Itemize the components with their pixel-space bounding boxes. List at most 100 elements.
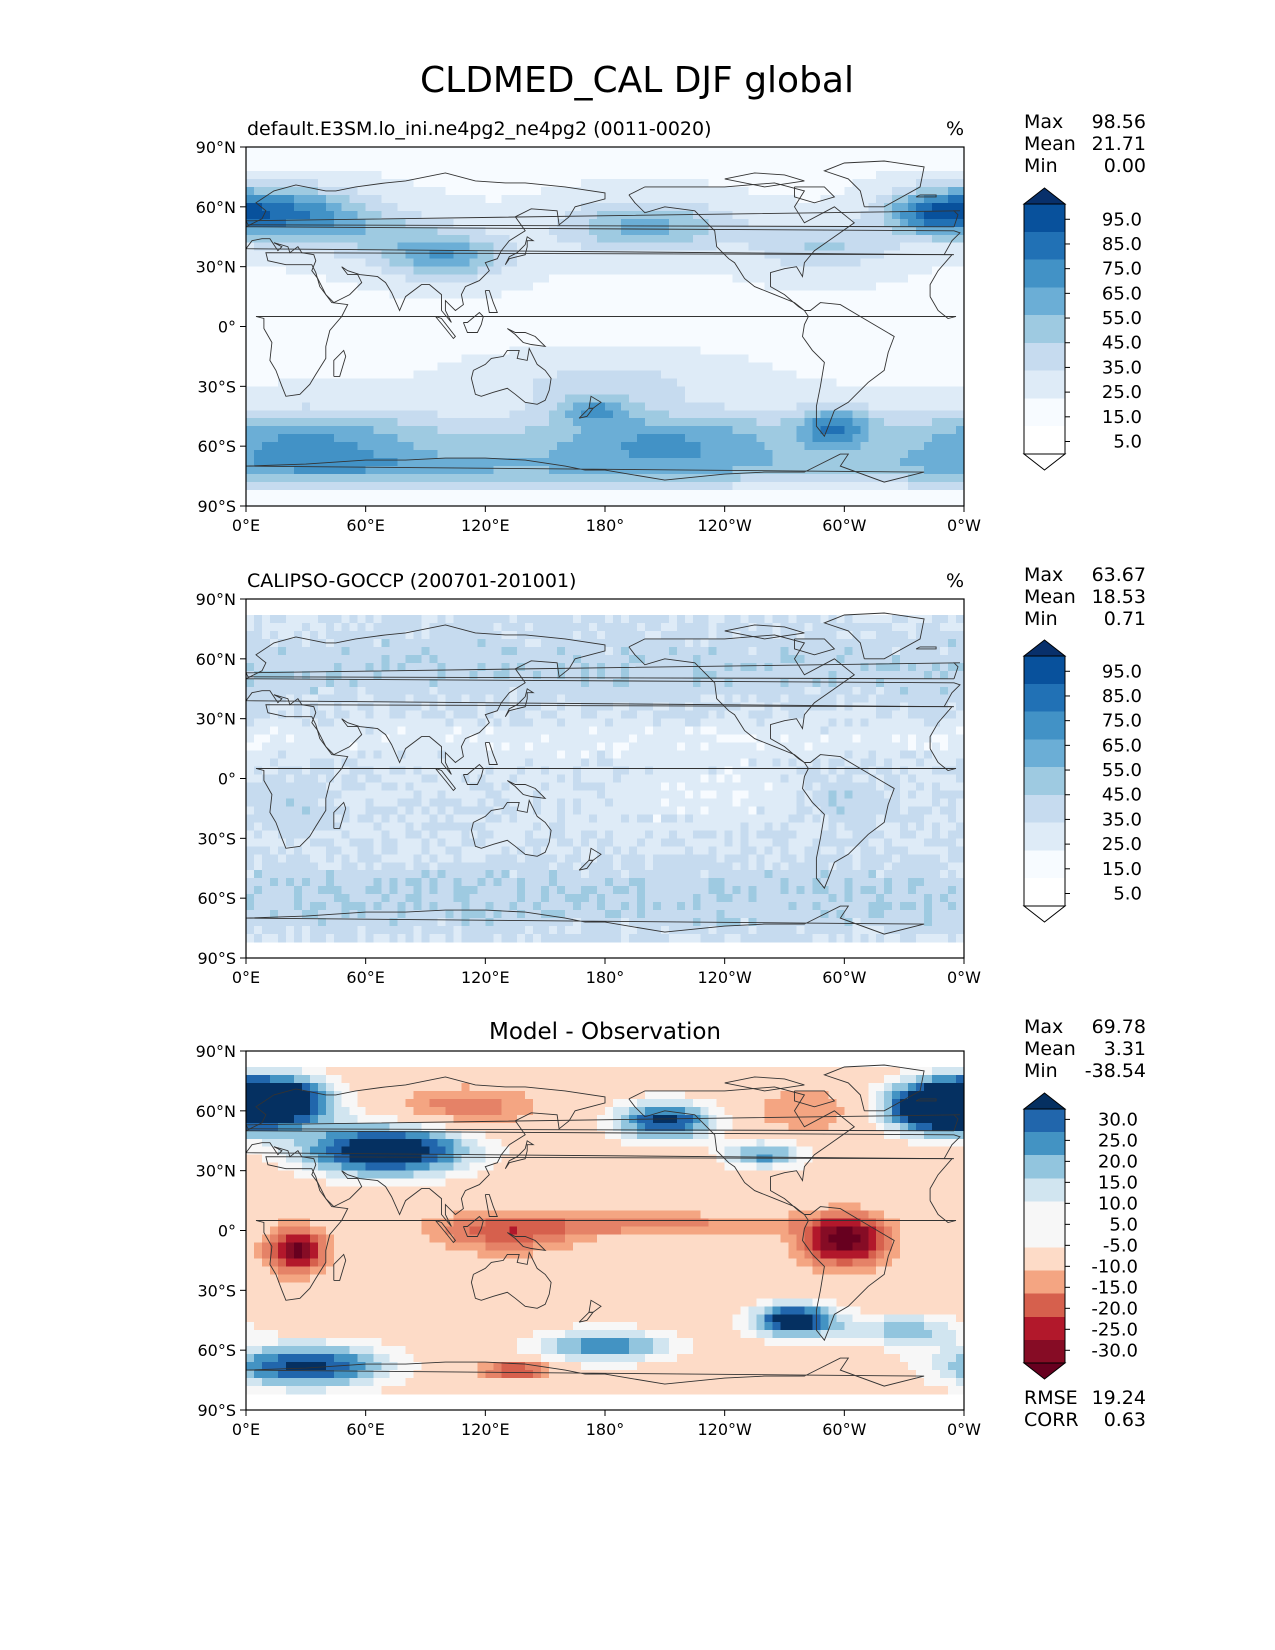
field-cell xyxy=(700,678,710,688)
field-cell xyxy=(341,242,351,252)
field-cell xyxy=(253,282,263,292)
field-cell xyxy=(636,170,646,180)
field-cell xyxy=(668,258,678,268)
field-cell xyxy=(581,490,590,499)
field-cell xyxy=(429,362,439,371)
field-cell xyxy=(884,622,893,632)
field-cell xyxy=(956,314,965,324)
field-cell xyxy=(916,498,925,507)
field-cell xyxy=(764,678,774,688)
field-cell xyxy=(461,686,470,696)
field-cell xyxy=(557,362,566,371)
field-cell xyxy=(325,630,335,640)
field-cell xyxy=(716,450,726,459)
field-cell xyxy=(892,386,901,395)
field-cell xyxy=(844,266,853,276)
field-cell xyxy=(724,250,734,260)
field-cell xyxy=(828,298,837,308)
field-cell xyxy=(836,354,845,363)
field-cell xyxy=(876,418,885,427)
field-cell xyxy=(900,466,909,475)
field-cell xyxy=(684,474,694,483)
field-cell xyxy=(740,434,750,443)
field-cell xyxy=(732,338,742,348)
field-cell xyxy=(381,370,391,379)
field-cell xyxy=(780,147,790,156)
field-cell xyxy=(620,646,630,656)
field-cell xyxy=(309,202,319,212)
field-cell xyxy=(644,474,654,483)
field-cell xyxy=(357,194,367,204)
field-cell xyxy=(533,466,542,475)
field-cell xyxy=(828,194,837,204)
field-cell xyxy=(804,394,814,403)
field-cell xyxy=(437,426,447,435)
field-cell xyxy=(724,638,734,648)
field-cell xyxy=(437,162,447,172)
field-cell xyxy=(461,210,470,220)
field-cell xyxy=(509,147,518,156)
field-cell xyxy=(261,242,271,252)
field-cell xyxy=(565,298,574,308)
field-cell xyxy=(565,162,574,172)
field-cell xyxy=(349,490,359,499)
field-cell xyxy=(389,654,399,664)
field-cell xyxy=(620,147,630,156)
field-cell xyxy=(820,630,829,640)
field-cell xyxy=(844,178,853,188)
field-cell xyxy=(788,210,798,220)
field-cell xyxy=(525,646,534,656)
field-cell xyxy=(541,202,550,212)
field-cell xyxy=(940,622,949,632)
field-cell xyxy=(469,210,478,220)
field-cell xyxy=(748,442,758,451)
field-cell xyxy=(461,266,470,276)
field-cell xyxy=(349,178,359,188)
field-cell xyxy=(644,678,654,688)
field-cell xyxy=(485,630,494,640)
field-cell xyxy=(557,662,566,672)
field-cell xyxy=(533,194,542,204)
field-cell xyxy=(269,306,279,316)
field-cell xyxy=(501,474,510,483)
field-cell xyxy=(668,194,678,204)
field-cell xyxy=(788,466,798,475)
field-cell xyxy=(309,614,319,624)
field-cell xyxy=(692,178,702,188)
field-cell xyxy=(700,282,710,292)
field-cell xyxy=(924,218,933,228)
field-cell xyxy=(708,426,718,435)
field-cell xyxy=(828,147,837,156)
field-cell xyxy=(437,386,447,395)
field-cell xyxy=(772,306,782,316)
field-cell xyxy=(357,266,367,276)
y-tick-label: 90°S xyxy=(197,497,236,516)
field-cell xyxy=(381,314,391,324)
field-cell xyxy=(501,147,510,156)
field-cell xyxy=(246,154,255,164)
field-cell xyxy=(477,250,486,260)
field-cell xyxy=(477,678,486,688)
field-cell xyxy=(892,186,901,196)
field-cell xyxy=(940,630,949,640)
field-cell xyxy=(325,298,335,308)
field-cell xyxy=(748,170,758,180)
field-cell xyxy=(525,226,534,236)
field-cell xyxy=(341,266,351,276)
field-cell xyxy=(900,178,909,188)
field-cell xyxy=(764,418,774,427)
field-cell xyxy=(549,450,558,459)
field-cell xyxy=(804,210,814,220)
field-cell xyxy=(868,306,877,316)
field-cell xyxy=(533,646,542,656)
field-cell xyxy=(780,490,790,499)
field-cell xyxy=(605,614,614,624)
field-cell xyxy=(469,458,478,467)
field-cell xyxy=(668,250,678,260)
field-cell xyxy=(405,322,415,332)
field-cell xyxy=(716,362,726,371)
field-cell xyxy=(429,266,439,276)
field-cell xyxy=(868,394,877,403)
field-cell xyxy=(405,614,415,624)
